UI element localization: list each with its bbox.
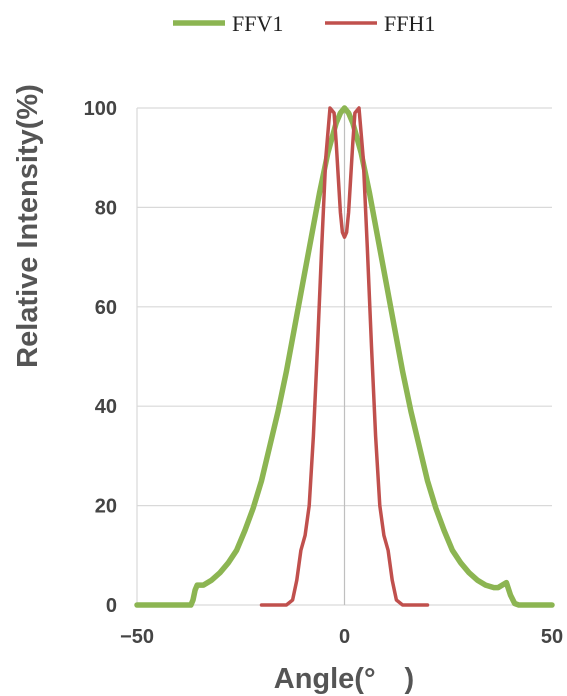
x-axis-title: Angle(° ) xyxy=(274,663,414,695)
x-tick-label-0: −50 xyxy=(120,626,154,648)
legend-label-ffh1: FFH1 xyxy=(384,11,435,36)
y-axis-title: Relative Intensity(%) xyxy=(12,84,44,368)
y-tick-label-0: 0 xyxy=(106,595,117,617)
y-tick-label-1: 20 xyxy=(95,496,117,518)
x-tick-label-2: 50 xyxy=(541,626,563,648)
series-line-ffh1 xyxy=(259,106,430,607)
legend: FFV1 FFH1 xyxy=(173,11,435,36)
series-line-ffv1 xyxy=(134,105,555,608)
y-tick-label-2: 40 xyxy=(95,396,117,418)
legend-label-ffv1: FFV1 xyxy=(232,11,283,36)
x-tick-labels: −50 0 50 xyxy=(120,626,563,648)
y-tick-label-5: 100 xyxy=(84,98,117,120)
y-tick-label-4: 80 xyxy=(95,197,117,219)
y-tick-labels: 0 20 40 60 80 100 xyxy=(84,98,117,617)
x-tick-label-1: 0 xyxy=(339,626,350,648)
axes xyxy=(136,108,346,605)
series-lines xyxy=(134,105,555,608)
y-tick-label-3: 60 xyxy=(95,297,117,319)
